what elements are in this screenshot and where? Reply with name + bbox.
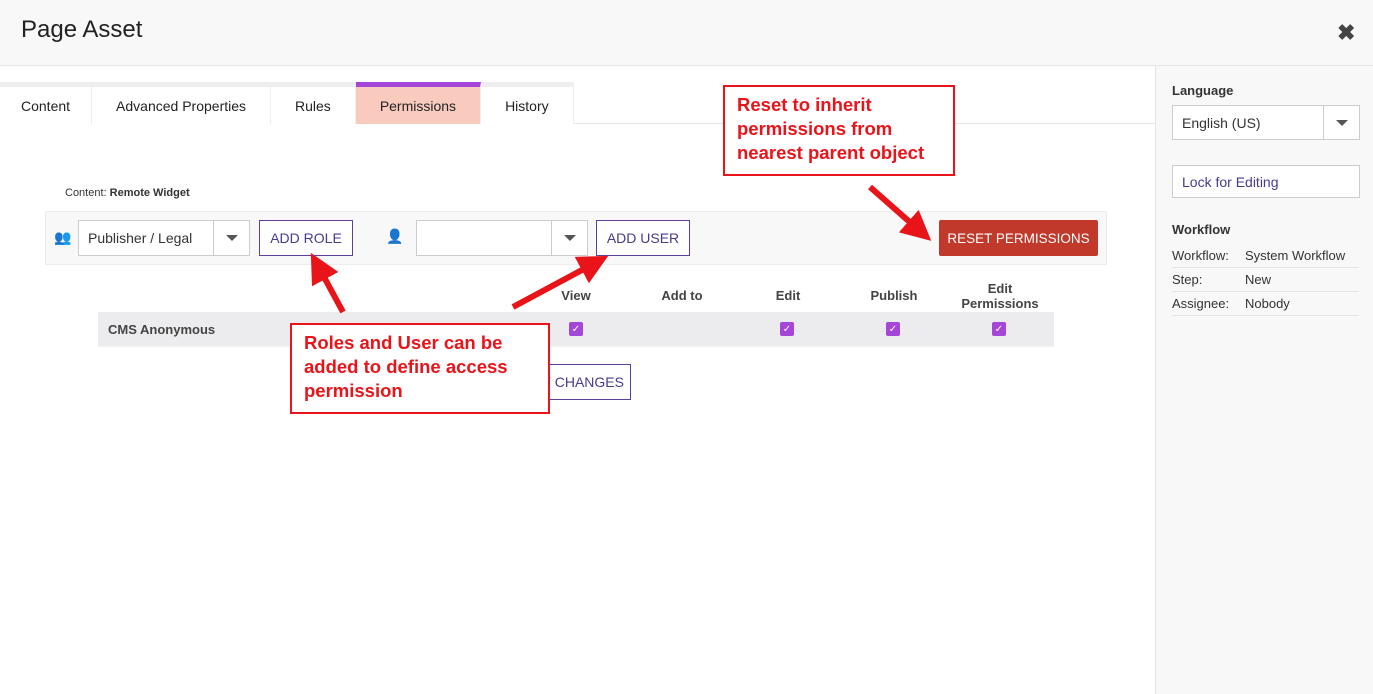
edit-checkbox[interactable]: ✓ [780, 322, 794, 336]
user-select[interactable] [416, 220, 588, 256]
assignee-row: Assignee: Nobody [1172, 292, 1359, 316]
language-label: Language [1172, 83, 1234, 98]
tab-advanced-properties[interactable]: Advanced Properties [92, 82, 272, 124]
sidebar: Language English (US) Lock for Editing W… [1155, 66, 1373, 694]
annotation-line: permission [304, 380, 403, 401]
workflow-title: Workflow [1172, 222, 1231, 237]
users-icon: 👥 [54, 229, 72, 245]
chevron-down-icon [225, 235, 238, 241]
user-select-toggle[interactable] [551, 221, 587, 255]
col-publish: Publish [870, 288, 918, 303]
tab-content[interactable]: Content [0, 82, 93, 124]
role-select-value: Publisher / Legal [88, 230, 193, 246]
chevron-down-icon [1335, 119, 1348, 126]
workflow-row: Workflow: System Workflow [1172, 244, 1359, 268]
assignee-value: Nobody [1245, 296, 1290, 311]
content-label: Content: Remote Widget [65, 187, 190, 199]
language-value: English (US) [1182, 114, 1261, 131]
language-toggle[interactable] [1323, 106, 1359, 139]
page-title: Page Asset [21, 16, 143, 43]
annotation-line: nearest parent object [737, 142, 925, 163]
workflow-key: Workflow: [1172, 248, 1229, 263]
step-row: Step: New [1172, 268, 1359, 292]
annotation-roles: Roles and User can be added to define ac… [290, 323, 550, 414]
content-name: Remote Widget [109, 187, 190, 199]
view-checkbox[interactable]: ✓ [569, 322, 583, 336]
content-label-key: Content: [65, 187, 107, 199]
arrow-to-reset [868, 184, 932, 241]
user-icon: 👤 [386, 228, 404, 244]
col-view: View [561, 288, 591, 303]
language-select[interactable]: English (US) [1172, 105, 1360, 140]
role-select-toggle[interactable] [213, 221, 249, 255]
col-add-to: Add to [661, 288, 703, 303]
lock-for-editing-button[interactable]: Lock for Editing [1172, 165, 1360, 198]
annotation-reset: Reset to inherit permissions from neares… [723, 85, 955, 176]
annotation-line: Roles and User can be [304, 332, 503, 353]
step-key: Step: [1172, 272, 1203, 287]
chevron-down-icon [563, 235, 576, 241]
arrow-to-add-role [310, 252, 346, 314]
annotation-line: Reset to inherit [737, 94, 872, 115]
tab-bar: Content Advanced Properties Rules Permis… [0, 82, 1155, 124]
arrow-to-add-user [511, 255, 609, 310]
tab-permissions[interactable]: Permissions [355, 82, 482, 124]
close-icon[interactable]: ✖ [1337, 20, 1356, 45]
role-name: CMS Anonymous [108, 322, 216, 337]
tab-history[interactable]: History [481, 82, 574, 124]
table-row: CMS Anonymous ✓ ✓ ✓ ✓ [98, 312, 1054, 347]
reset-permissions-button[interactable]: RESET PERMISSIONS [939, 220, 1098, 256]
annotation-line: permissions from [737, 118, 893, 139]
workflow-info: Workflow: System Workflow Step: New Assign… [1172, 244, 1359, 316]
add-user-button[interactable]: ADD USER [596, 220, 690, 256]
assignee-key: Assignee: [1172, 296, 1230, 311]
add-role-button[interactable]: ADD ROLE [259, 220, 353, 256]
edit-permissions-checkbox[interactable]: ✓ [992, 322, 1006, 336]
publish-checkbox[interactable]: ✓ [886, 322, 900, 336]
modal-header: Page Asset ✖ [0, 0, 1373, 66]
annotation-line: added to define access [304, 356, 508, 377]
tab-rules[interactable]: Rules [271, 82, 356, 124]
col-edit: Edit [775, 288, 801, 303]
role-select[interactable]: Publisher / Legal [78, 220, 250, 256]
col-edit-permissions: Edit Permissions [961, 281, 1039, 311]
workflow-value: System Workflow [1245, 248, 1346, 263]
step-value: New [1245, 272, 1272, 287]
